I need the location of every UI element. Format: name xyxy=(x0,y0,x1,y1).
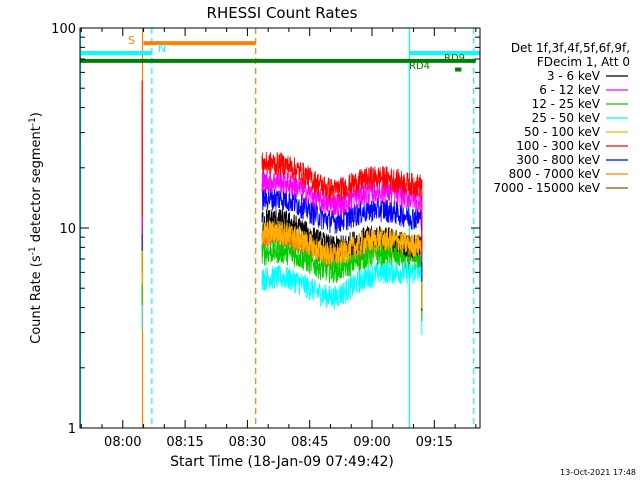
series-line-4 xyxy=(261,260,423,310)
y-axis-title-sup1: -1 xyxy=(28,246,38,255)
flag-label-rd9: RD9 xyxy=(444,53,465,64)
y-tick-label: 10 xyxy=(59,222,76,237)
y-axis-title-part3: ) xyxy=(29,112,44,117)
y-axis-title-part1: Count Rate (s xyxy=(29,255,44,344)
x-tick-label: 08:45 xyxy=(291,435,328,450)
plot-axes xyxy=(79,27,481,429)
legend-label-8: 800 - 7000 keV xyxy=(509,167,601,181)
flag-bars xyxy=(80,41,480,72)
x-tick-label: 09:00 xyxy=(353,435,390,450)
flag-label-rd4: RD4 xyxy=(409,61,430,72)
timestamp: 13-Oct-2021 17:48 xyxy=(560,468,636,477)
y-tick-label: 100 xyxy=(51,22,76,37)
legend-label-7: 300 - 800 keV xyxy=(516,153,600,167)
legend-label-4: 25 - 50 keV xyxy=(532,111,601,125)
series-line-5 xyxy=(261,220,423,265)
flag-label-saa: S xyxy=(128,34,135,47)
x-tick-label: 08:15 xyxy=(166,435,203,450)
x-tick-label: 08:00 xyxy=(104,435,141,450)
legend-label-2: 6 - 12 keV xyxy=(539,83,601,97)
series-lines xyxy=(141,80,423,335)
y-tick-label: 1 xyxy=(68,422,76,437)
series-line-6 xyxy=(261,151,423,202)
legend-label-3: 12 - 25 keV xyxy=(532,97,601,111)
flag-label-night: N xyxy=(158,42,166,55)
plot-area xyxy=(79,27,481,429)
legend-label-9: 7000 - 15000 keV xyxy=(493,181,600,195)
legend: Det 1f,3f,4f,5f,6f,9f, FDecim 1, Att 0 3… xyxy=(493,41,630,195)
series-line-7 xyxy=(261,187,423,234)
chart-title: RHESSI Count Rates xyxy=(207,4,358,22)
x-axis-title: Start Time (18-Jan-09 07:49:42) xyxy=(170,454,394,470)
legend-header-line1: Det 1f,3f,4f,5f,6f,9f, xyxy=(511,41,630,55)
y-tick-labels: 1 10 100 xyxy=(51,22,76,437)
legend-label-1: 3 - 6 keV xyxy=(547,69,601,83)
y-axis-title: Count Rate (s-1 detector segment-1) xyxy=(28,112,44,344)
x-tick-labels: 08:00 08:15 08:30 08:45 09:00 09:15 xyxy=(104,435,453,450)
legend-header-line2: FDecim 1, Att 0 xyxy=(537,55,630,69)
y-axis-title-part2: detector segment xyxy=(29,126,44,246)
y-axis-title-sup2: -1 xyxy=(28,117,38,126)
x-tick-label: 09:15 xyxy=(416,435,453,450)
legend-label-6: 100 - 300 keV xyxy=(516,139,600,153)
legend-label-5: 50 - 100 keV xyxy=(524,125,601,139)
x-tick-label: 08:30 xyxy=(229,435,266,450)
